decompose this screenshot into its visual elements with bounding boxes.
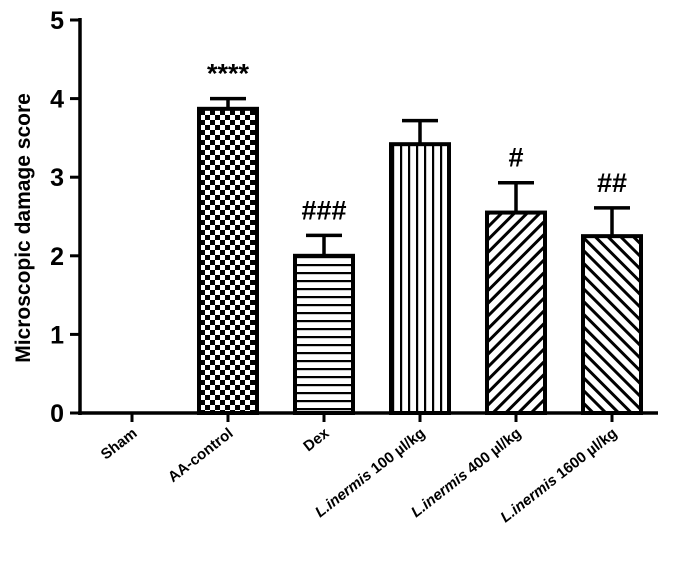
significance-label: **** — [207, 59, 250, 89]
x-tick-label-text: AA-control — [165, 425, 237, 486]
x-tick-label-text: 400 µl/kg — [461, 425, 525, 480]
y-tick-label: 5 — [50, 7, 64, 35]
x-tick-label-text: Sham — [98, 425, 141, 464]
bar — [293, 253, 355, 415]
bar — [389, 142, 451, 416]
x-tick-label-italic: L.inermis — [408, 467, 471, 521]
y-tick-label: 2 — [50, 243, 64, 271]
x-tick-label-text: Dex — [300, 424, 333, 455]
significance-label: ## — [597, 168, 627, 198]
y-tick-label: 1 — [50, 321, 64, 349]
bar-group: ## — [581, 168, 643, 415]
bar — [485, 210, 547, 415]
bar-group: **** — [197, 59, 259, 416]
x-tick-label: AA-control — [165, 425, 237, 486]
x-tick-label-italic: L.inermis — [497, 472, 560, 526]
bar — [197, 106, 259, 416]
bar — [581, 234, 643, 415]
bar-group — [389, 118, 451, 416]
x-tick-label: Dex — [300, 424, 333, 455]
y-axis: 0 1 2 3 4 5 — [50, 7, 82, 428]
y-tick-label: 3 — [50, 164, 64, 192]
bar-group: # — [485, 143, 547, 415]
bars: ****###### — [197, 59, 643, 416]
y-axis-title: Microscopic damage score — [12, 93, 35, 363]
significance-label: ### — [301, 195, 346, 225]
x-tick-label-text: 1600 µl/kg — [550, 425, 621, 485]
bar-group: ### — [293, 195, 355, 415]
significance-label: # — [508, 143, 523, 173]
x-tick-label-italic: L.inermis — [312, 467, 375, 521]
x-tick-label: Sham — [98, 425, 141, 464]
x-tick-label-text: 100 µl/kg — [365, 425, 429, 480]
y-tick-label: 4 — [50, 86, 64, 114]
y-tick-label: 0 — [50, 400, 64, 428]
